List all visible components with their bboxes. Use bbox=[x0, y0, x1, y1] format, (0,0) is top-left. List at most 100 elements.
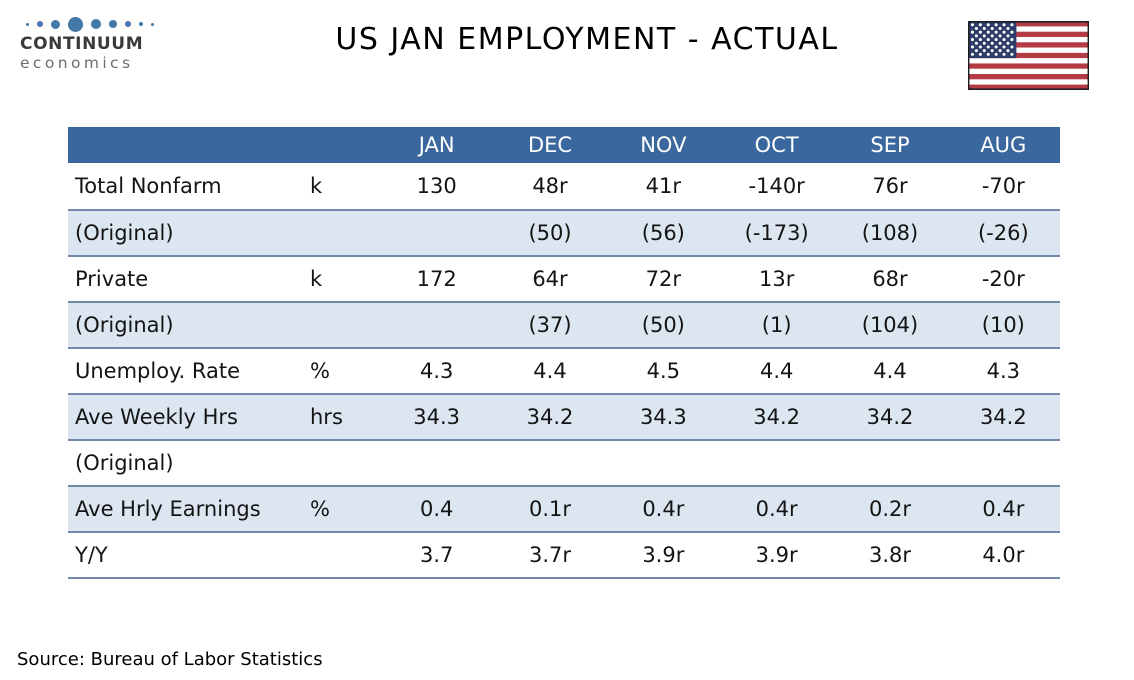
row-label: (Original) bbox=[75, 313, 174, 337]
table-row: Y/Y 3.7 3.7r 3.9r 3.9r 3.8r 4.0r bbox=[68, 531, 1060, 577]
row-value: (10) bbox=[981, 313, 1025, 337]
row-unit: % bbox=[310, 359, 330, 383]
row-unit bbox=[298, 303, 380, 347]
continuum-logo: CONTINUUM economics bbox=[20, 16, 154, 72]
logo-dot bbox=[37, 21, 43, 27]
row-value: (50) bbox=[528, 221, 572, 245]
column-header-blank-1 bbox=[298, 127, 380, 163]
row-value: 3.7 bbox=[419, 543, 454, 567]
logo-name: CONTINUUM bbox=[20, 34, 144, 54]
page-title: US JAN EMPLOYMENT - ACTUAL bbox=[335, 22, 839, 57]
row-value: (108) bbox=[861, 221, 919, 245]
row-value: -20r bbox=[981, 267, 1025, 291]
row-unit: % bbox=[310, 497, 330, 521]
row-value: 34.2 bbox=[753, 405, 801, 429]
row-value: 34.3 bbox=[639, 405, 687, 429]
us-flag-icon bbox=[968, 21, 1089, 90]
row-value bbox=[833, 441, 946, 485]
table-row: Total Nonfarm k 130 48r 41r -140r 76r -70r bbox=[68, 163, 1060, 209]
row-value bbox=[947, 441, 1060, 485]
row-value: -70r bbox=[981, 174, 1025, 198]
row-label: Y/Y bbox=[75, 543, 108, 567]
row-unit: k bbox=[310, 267, 323, 291]
row-value: (-173) bbox=[744, 221, 809, 245]
column-header-oct: OCT bbox=[754, 133, 799, 157]
row-value: 4.4 bbox=[873, 359, 907, 383]
table-body: Total Nonfarm k 130 48r 41r -140r 76r -70r (Orig… bbox=[68, 163, 1060, 579]
row-value: 34.2 bbox=[526, 405, 574, 429]
row-label: (Original) bbox=[75, 221, 174, 245]
row-value: 68r bbox=[872, 267, 908, 291]
column-header-blank-0 bbox=[68, 127, 298, 163]
table-row: (Original) (50) (56) (-173) (108) (-26) bbox=[68, 209, 1060, 255]
row-value: 34.2 bbox=[866, 405, 914, 429]
column-header-aug: AUG bbox=[980, 133, 1027, 157]
row-value: 0.4r bbox=[982, 497, 1025, 521]
table-header-row: JAN DEC NOV OCT SEP AUG bbox=[68, 127, 1060, 163]
row-label: Total Nonfarm bbox=[75, 174, 222, 198]
row-unit: k bbox=[310, 174, 323, 198]
table-row: (Original) (37) (50) (1) (104) (10) bbox=[68, 301, 1060, 347]
row-value: 34.2 bbox=[979, 405, 1027, 429]
row-value: 48r bbox=[532, 174, 568, 198]
row-value bbox=[720, 441, 833, 485]
row-value: 76r bbox=[872, 174, 908, 198]
logo-dot bbox=[26, 22, 29, 26]
table-row: Ave Weekly Hrs hrs 34.3 34.2 34.3 34.2 34.2 34.… bbox=[68, 393, 1060, 439]
row-value bbox=[607, 441, 720, 485]
row-value: 13r bbox=[758, 267, 795, 291]
row-value: 34.3 bbox=[413, 405, 461, 429]
row-value: 4.4 bbox=[533, 359, 567, 383]
row-value: 3.8r bbox=[868, 543, 911, 567]
row-value: -140r bbox=[748, 174, 805, 198]
row-value: (56) bbox=[641, 221, 685, 245]
row-value: 64r bbox=[532, 267, 568, 291]
row-label: Ave Hrly Earnings bbox=[75, 497, 261, 521]
row-value: (1) bbox=[761, 313, 792, 337]
row-value: 130 bbox=[416, 174, 457, 198]
row-unit: hrs bbox=[310, 405, 343, 429]
row-value: 4.3 bbox=[986, 359, 1021, 383]
logo-dot bbox=[109, 20, 117, 28]
row-label: Private bbox=[75, 267, 149, 291]
logo-dot bbox=[151, 22, 154, 26]
row-value: 0.2r bbox=[868, 497, 911, 521]
row-value bbox=[493, 441, 606, 485]
logo-dot bbox=[139, 22, 143, 26]
row-value: (50) bbox=[641, 313, 685, 337]
row-label: Ave Weekly Hrs bbox=[75, 405, 238, 429]
table-row: Private k 172 64r 72r 13r 68r -20r bbox=[68, 255, 1060, 301]
row-unit bbox=[298, 441, 380, 485]
employment-table: JAN DEC NOV OCT SEP AUG Total Nonfarm k 130 48r 4… bbox=[68, 127, 1060, 579]
row-label: (Original) bbox=[75, 451, 174, 475]
row-value: 0.4r bbox=[755, 497, 798, 521]
row-value bbox=[380, 441, 493, 485]
column-header-jan: JAN bbox=[418, 133, 455, 157]
logo-dot bbox=[68, 16, 83, 32]
table-row: (Original) bbox=[68, 439, 1060, 485]
logo-dot bbox=[125, 21, 131, 27]
column-header-dec: DEC bbox=[527, 133, 573, 157]
row-value: 41r bbox=[645, 174, 681, 198]
row-value: (104) bbox=[861, 313, 919, 337]
logo-subname: economics bbox=[20, 53, 134, 72]
logo-dot bbox=[91, 19, 101, 29]
column-header-sep: SEP bbox=[870, 133, 910, 157]
row-value: 4.0r bbox=[982, 543, 1025, 567]
row-label: Unemploy. Rate bbox=[75, 359, 241, 383]
row-value: 0.4r bbox=[642, 497, 685, 521]
row-value: 3.7r bbox=[528, 543, 571, 567]
row-value: 0.1r bbox=[528, 497, 571, 521]
logo-dots-icon bbox=[22, 16, 154, 32]
row-value: (37) bbox=[528, 313, 572, 337]
row-value: (-26) bbox=[977, 221, 1029, 245]
row-value bbox=[380, 303, 493, 347]
row-value: 172 bbox=[416, 267, 457, 291]
column-header-nov: NOV bbox=[640, 133, 687, 157]
source-note: Source: Bureau of Labor Statistics bbox=[17, 649, 323, 670]
row-value: 3.9r bbox=[642, 543, 685, 567]
row-value: 4.5 bbox=[646, 359, 681, 383]
row-value: 4.4 bbox=[759, 359, 794, 383]
table-row: Unemploy. Rate% 4.3 4.4 4.5 4.4 4.4 4.3 bbox=[68, 347, 1060, 393]
